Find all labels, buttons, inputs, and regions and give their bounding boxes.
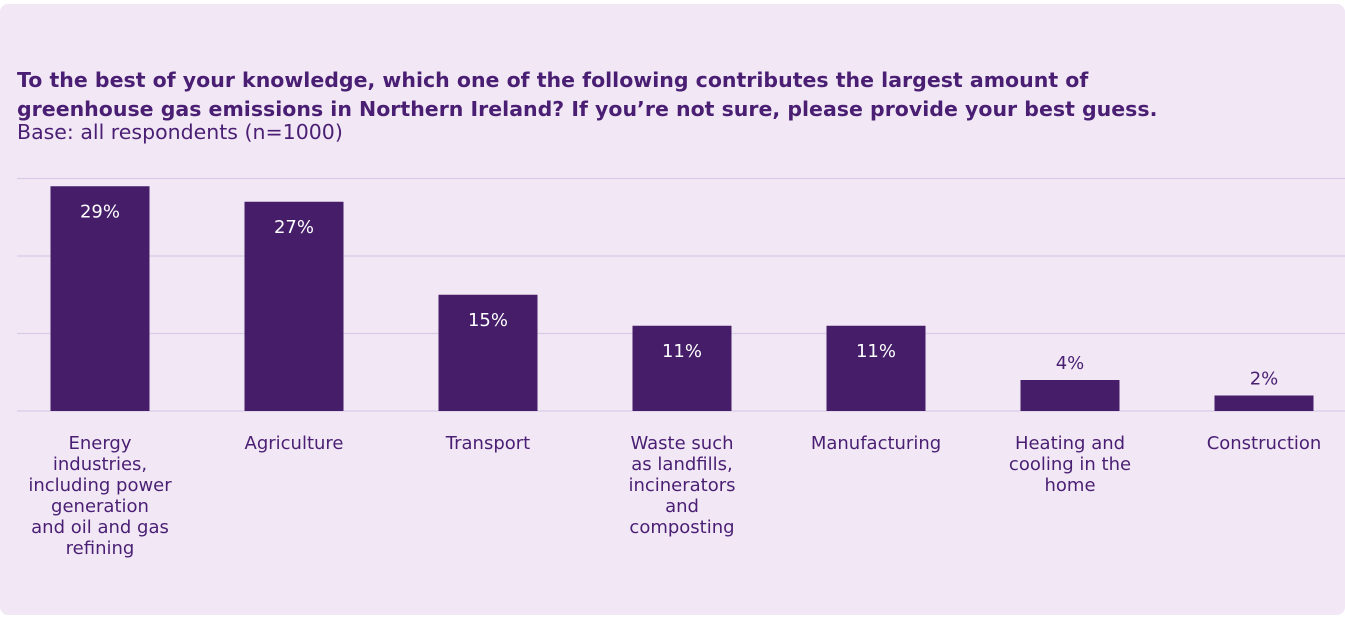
category-label-6: Heating and cooling in the home bbox=[1009, 433, 1131, 496]
category-label-line: including power bbox=[28, 475, 172, 496]
bar-1 bbox=[50, 186, 150, 411]
bar-7 bbox=[1214, 395, 1314, 411]
category-label-line: Waste such bbox=[631, 433, 734, 454]
category-label-line: home bbox=[1044, 475, 1095, 496]
chart-title: To the best of your knowledge, which one… bbox=[17, 68, 1158, 121]
category-label-line: Manufacturing bbox=[811, 433, 941, 454]
data-label-7: 2% bbox=[1250, 369, 1279, 390]
bar-5 bbox=[826, 325, 926, 411]
category-label-4: Waste such as landfills, incinerators and co… bbox=[628, 433, 735, 538]
category-label-line: as landfills, bbox=[631, 454, 732, 475]
chart-subtitle: Base: all respondents (n=1000) bbox=[17, 120, 343, 144]
category-label-line: incinerators bbox=[628, 475, 735, 496]
category-label-line: Heating and bbox=[1015, 433, 1125, 454]
data-label-6: 4% bbox=[1056, 353, 1085, 374]
bar-2 bbox=[244, 201, 344, 411]
chart-card: To the best of your knowledge, which one… bbox=[0, 4, 1345, 615]
category-label-line: refining bbox=[66, 538, 135, 559]
bar-3 bbox=[438, 294, 538, 411]
category-label-2: Agriculture bbox=[245, 433, 344, 454]
category-label-line: and oil and gas bbox=[31, 517, 169, 538]
category-label-line: Energy bbox=[68, 433, 131, 454]
bar-6 bbox=[1020, 380, 1120, 411]
category-label-line: Transport bbox=[445, 433, 530, 454]
data-label-3: 15% bbox=[468, 310, 508, 331]
bar-chart: 29% Energy industries, including power gener… bbox=[17, 177, 1345, 559]
category-label-1: Energy industries, including power generati… bbox=[28, 433, 172, 559]
category-label-5: Manufacturing bbox=[811, 433, 941, 454]
data-label-2: 27% bbox=[274, 217, 314, 238]
category-label-line: generation bbox=[51, 496, 149, 517]
data-label-1: 29% bbox=[80, 201, 120, 222]
category-label-line: and bbox=[665, 496, 699, 517]
data-label-5: 11% bbox=[856, 341, 896, 362]
category-label-line: cooling in the bbox=[1009, 454, 1131, 475]
category-label-line: industries, bbox=[53, 454, 147, 475]
bar-4 bbox=[632, 325, 732, 411]
category-label-line: Construction bbox=[1207, 433, 1322, 454]
category-label-line: Agriculture bbox=[245, 433, 344, 454]
data-label-4: 11% bbox=[662, 341, 702, 362]
category-label-3: Transport bbox=[445, 433, 530, 454]
category-label-7: Construction bbox=[1207, 433, 1322, 454]
category-label-line: composting bbox=[629, 517, 734, 538]
